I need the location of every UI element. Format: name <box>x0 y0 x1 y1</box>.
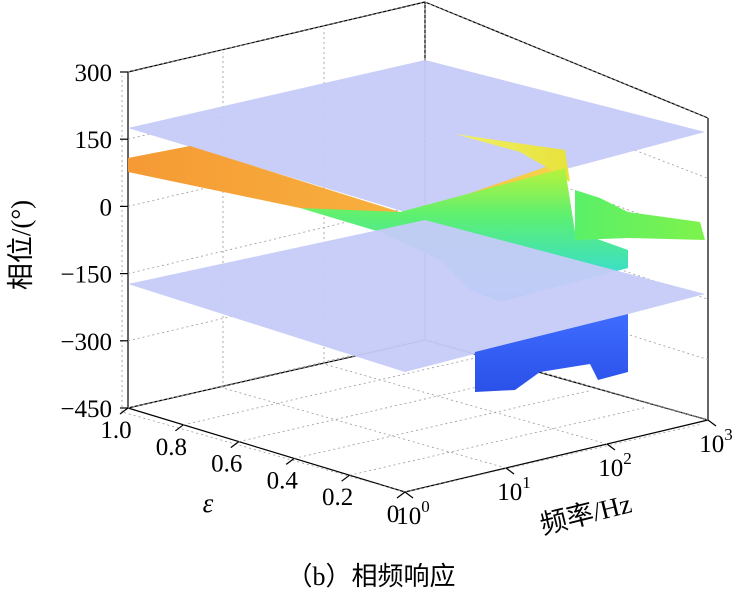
z-axis-ticks: 300 150 0 −150 −300 −450 <box>60 60 128 423</box>
floor-gridline <box>127 339 426 409</box>
x-tick-mark <box>707 419 717 427</box>
z-tick-label: 300 <box>75 60 113 87</box>
surface-bottom-band <box>475 314 628 392</box>
floor-front-left <box>127 407 406 493</box>
x-tick-mark <box>404 491 414 499</box>
x-tick-label: 101 <box>497 473 531 506</box>
z-gridline <box>127 1 709 119</box>
y-tick-mark <box>285 457 295 465</box>
y-tick-mark <box>341 474 350 482</box>
z-tick-label: −150 <box>60 262 112 289</box>
floor-gridline <box>222 387 507 469</box>
y-tick-mark <box>230 441 240 449</box>
z-axis-label: 相位/(°) <box>6 200 36 290</box>
y-tick-mark <box>119 407 129 415</box>
z-tick-label: 150 <box>75 127 113 154</box>
x-axis-label: 频率/Hz <box>537 488 634 540</box>
floor-gridline <box>294 390 592 459</box>
x-tick-label: 102 <box>598 449 632 482</box>
floor-gridline <box>349 406 647 476</box>
surface-spike <box>455 134 570 182</box>
y-tick-mark <box>396 491 406 499</box>
floor-gridline <box>183 356 481 426</box>
x-tick-base: 10 <box>699 431 724 458</box>
x-tick-exponent: 3 <box>724 425 733 444</box>
floor-gridline <box>323 363 608 445</box>
y-tick-label: 1.0 <box>100 417 131 444</box>
y-tick-label: 0.2 <box>322 484 353 511</box>
x-tick-base: 10 <box>497 479 522 506</box>
y-tick-mark <box>175 424 184 432</box>
floor-gridline <box>238 373 536 442</box>
floor-gridline <box>121 411 406 493</box>
x-tick-label: 103 <box>699 425 733 458</box>
y-tick-label: 0.8 <box>156 434 187 461</box>
plane-plus-180 <box>128 60 705 212</box>
y-axis-label: ε <box>203 488 214 518</box>
x-tick-mark <box>505 467 515 475</box>
x-tick-mark <box>606 443 616 451</box>
floor-front-right <box>404 419 709 493</box>
z-tick-label: −300 <box>60 329 112 356</box>
z-tick-label: −450 <box>60 396 112 423</box>
x-tick-label: 100 <box>396 497 430 530</box>
x-tick-exponent: 2 <box>623 449 632 468</box>
figure-caption: （b）相频响应 <box>286 562 455 591</box>
surface-middle-right <box>575 190 705 240</box>
z-tick-label: 0 <box>100 194 113 221</box>
x-tick-base: 10 <box>396 503 421 530</box>
floor-gridline <box>404 423 703 493</box>
x-tick-exponent: 0 <box>421 497 430 516</box>
x-tick-exponent: 1 <box>522 473 531 492</box>
y-tick-label: 0.4 <box>267 467 299 494</box>
y-tick-label: 0 <box>387 501 400 528</box>
plane-minus-180 <box>128 220 705 372</box>
y-axis-ticks: 1.0 0.8 0.6 0.4 0.2 0 <box>100 407 406 528</box>
y-tick-label: 0.6 <box>211 451 242 478</box>
x-tick-base: 10 <box>598 455 623 482</box>
